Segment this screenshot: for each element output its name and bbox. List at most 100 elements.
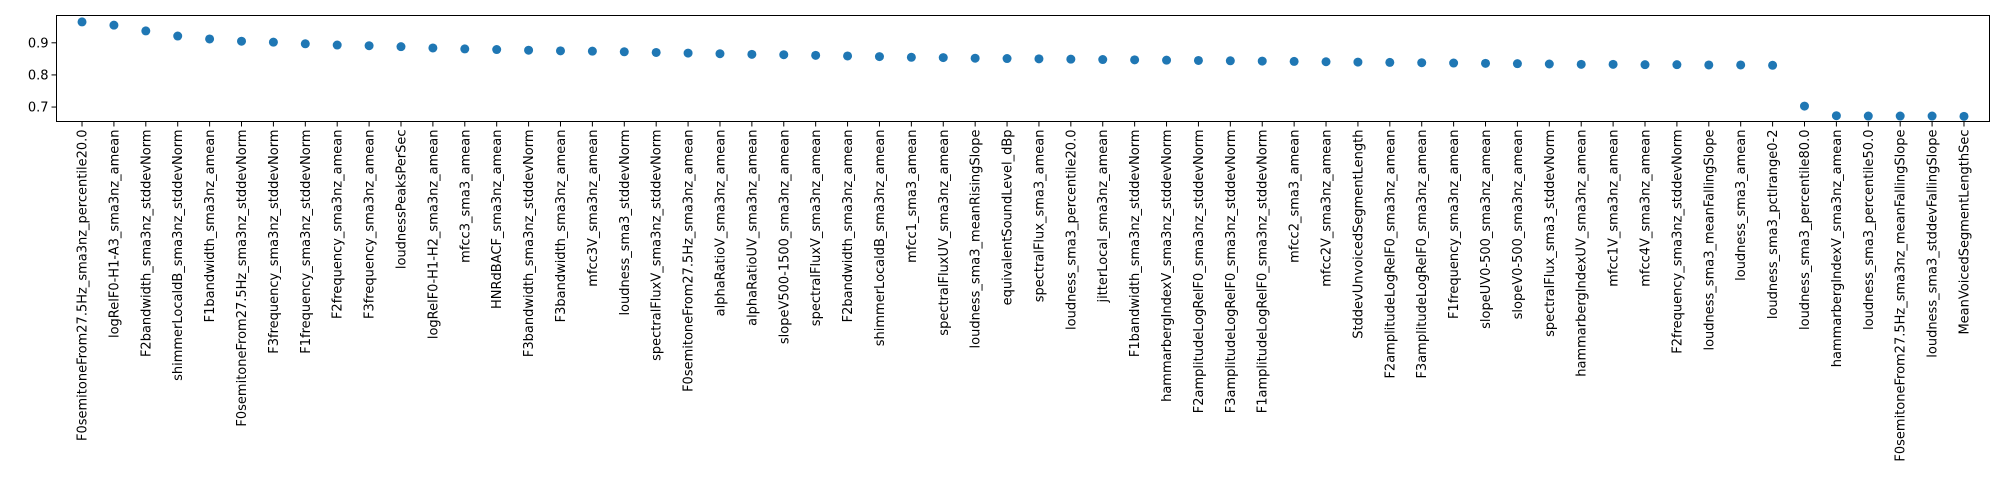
- x-tick-label: loudness_sma3_pctlrange0-2: [1766, 130, 1781, 320]
- data-point: [1512, 59, 1522, 69]
- x-tick-label: loudness_sma3_meanRisingSlope: [969, 129, 984, 348]
- data-point: [428, 43, 438, 53]
- x-tick-label: F0semitoneFrom27.5Hz_sma3nz_amean: [682, 130, 697, 392]
- data-point: [1289, 56, 1299, 66]
- data-point: [492, 45, 502, 55]
- x-tick-label: mfcc4V_sma3nz_amean: [1639, 130, 1654, 287]
- data-point: [906, 52, 916, 62]
- x-tick-label: slopeUV0-500_sma3nz_amean: [1479, 130, 1494, 329]
- x-tick-label: loudness_sma3_percentile80.0: [1798, 130, 1813, 330]
- data-point: [300, 39, 310, 49]
- data-point: [77, 17, 87, 27]
- x-tick-label: loudness_sma3_meanFallingSlope: [1702, 130, 1717, 351]
- plot-frame: [56, 15, 1990, 122]
- x-tick-label: mfcc3_sma3_amean: [458, 129, 473, 262]
- x-tick-label: F1bandwidth_sma3nz_amean: [203, 130, 218, 323]
- data-point: [1130, 55, 1140, 65]
- data-point: [843, 51, 853, 61]
- data-point: [1321, 57, 1331, 67]
- data-point: [524, 45, 534, 55]
- x-tick-label: F2bandwidth_sma3nz_amean: [841, 130, 856, 323]
- data-point: [1704, 60, 1714, 70]
- x-tick-label: F3amplitudeLogRelF0_sma3nz_amean: [1415, 130, 1430, 379]
- data-point: [970, 53, 980, 63]
- data-point: [1736, 60, 1746, 70]
- data-point: [715, 49, 725, 59]
- data-point: [1927, 111, 1937, 121]
- x-tick-label: loudness_sma3_stddevNorm: [618, 130, 633, 316]
- x-tick-label: F3bandwidth_sma3nz_stddevNorm: [522, 130, 537, 358]
- x-tick-label: alphaRatioUV_sma3nz_amean: [745, 130, 760, 326]
- data-point: [1257, 56, 1267, 66]
- x-tick-label: loudness_sma3_percentile20.0: [1064, 130, 1079, 330]
- x-tick-label: F1amplitudeLogRelF0_sma3nz_stddevNorm: [1256, 130, 1271, 414]
- x-tick-label: shimmerLocaldB_sma3nz_stddevNorm: [171, 130, 186, 381]
- x-tick-label: F0semitoneFrom27.5Hz_sma3nz_stddevNorm: [235, 130, 250, 427]
- data-points: [77, 17, 1969, 121]
- x-tick-label: F3frequency_sma3nz_stddevNorm: [267, 130, 282, 354]
- data-point: [1895, 111, 1905, 121]
- data-point: [587, 46, 597, 56]
- x-tick-label: F3amplitudeLogRelF0_sma3nz_stddevNorm: [1224, 130, 1239, 414]
- data-point: [811, 50, 821, 60]
- data-point: [651, 47, 661, 57]
- x-tick-label: mfcc2_sma3_amean: [1288, 130, 1303, 263]
- x-tick-label: slopeV0-500_sma3nz_amean: [1511, 130, 1526, 320]
- x-tick-label: hammarbergIndexV_sma3nz_amean: [1830, 130, 1845, 368]
- data-point: [1098, 55, 1108, 65]
- data-point: [1002, 54, 1012, 64]
- data-point: [1831, 111, 1841, 121]
- data-point: [460, 44, 470, 54]
- data-point: [141, 26, 151, 36]
- data-point: [205, 34, 215, 44]
- data-point: [1417, 58, 1427, 68]
- data-point: [1193, 55, 1203, 65]
- x-tick-label: slopeV500-1500_sma3nz_amean: [777, 130, 792, 345]
- data-point: [555, 46, 565, 56]
- x-tick-label: hammarbergIndexUV_sma3nz_amean: [1575, 130, 1590, 377]
- x-tick-label: logRelF0-H1-A3_sma3nz_amean: [107, 130, 122, 339]
- x-axis: F0semitoneFrom27.5Hz_sma3nz_percentile20…: [76, 121, 1972, 462]
- data-point: [173, 31, 183, 41]
- x-tick-label: F3bandwidth_sma3nz_amean: [554, 130, 569, 323]
- data-point: [1353, 57, 1363, 67]
- data-point: [1959, 111, 1969, 121]
- data-point: [332, 40, 342, 50]
- data-point: [237, 36, 247, 46]
- data-point: [938, 53, 948, 63]
- x-tick-label: F2bandwidth_sma3nz_stddevNorm: [139, 130, 154, 358]
- x-tick-label: loudness_sma3_amean: [1734, 130, 1749, 281]
- y-tick-label: 0.8: [28, 68, 49, 83]
- x-tick-label: MeanVoicedSegmentLengthSec: [1957, 130, 1972, 335]
- x-tick-label: shimmerLocaldB_sma3nz_amean: [873, 130, 888, 347]
- x-tick-label: spectralFluxUV_sma3nz_amean: [937, 130, 952, 336]
- data-point: [1608, 59, 1618, 69]
- data-point: [396, 42, 406, 52]
- x-tick-label: F1frequency_sma3nz_amean: [1447, 130, 1462, 320]
- y-tick-label: 0.9: [28, 36, 49, 51]
- x-tick-label: spectralFluxV_sma3nz_amean: [809, 130, 824, 327]
- x-tick-label: logRelF0-H1-H2_sma3nz_amean: [426, 129, 441, 339]
- y-axis: 0.7 0.8 0.9: [28, 36, 57, 116]
- data-point: [1162, 55, 1172, 65]
- x-tick-label: loudness_sma3_percentile50.0: [1862, 130, 1877, 330]
- x-tick-label: hammarbergIndexV_sma3nz_stddevNorm: [1160, 130, 1175, 402]
- data-point: [1385, 57, 1395, 67]
- data-point: [779, 50, 789, 60]
- data-point: [1544, 59, 1554, 69]
- x-tick-label: F2frequency_sma3nz_stddevNorm: [1670, 130, 1685, 354]
- x-tick-label: alphaRatioV_sma3nz_amean: [713, 130, 728, 317]
- data-point: [1034, 54, 1044, 64]
- data-point: [1449, 58, 1459, 68]
- data-point: [619, 47, 629, 57]
- x-tick-label: spectralFlux_sma3_amean: [1032, 130, 1047, 303]
- data-point: [1576, 59, 1586, 69]
- x-tick-label: spectralFlux_sma3_stddevNorm: [1543, 130, 1558, 337]
- data-point: [874, 52, 884, 62]
- x-tick-label: F1bandwidth_sma3nz_stddevNorm: [1128, 130, 1143, 358]
- x-tick-label: equivalentSoundLevel_dBp: [1001, 130, 1016, 306]
- data-point: [1672, 60, 1682, 70]
- data-point: [1481, 58, 1491, 68]
- y-tick-label: 0.7: [28, 101, 49, 116]
